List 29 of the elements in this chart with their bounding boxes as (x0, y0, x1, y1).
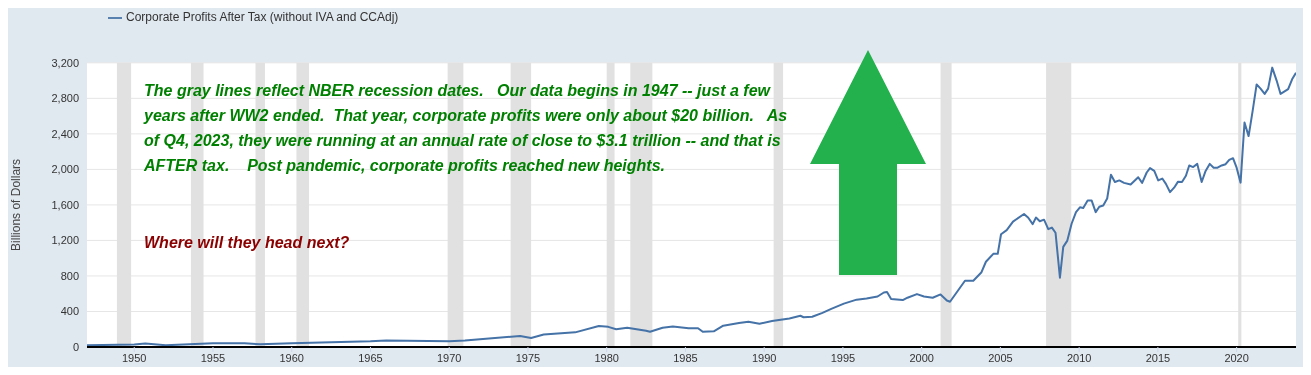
x-tick-label: 2015 (1145, 351, 1171, 364)
line-series (87, 66, 1296, 347)
y-tick-label: 3,200 (51, 56, 79, 69)
y-tick-label: 2,400 (51, 127, 79, 140)
x-tick-label: 1995 (830, 351, 856, 364)
x-tick-label: 2000 (909, 351, 934, 364)
x-tick-label: 2010 (1066, 351, 1092, 364)
annotation: The gray lines reflect NBER recession dates. Our data begins in 1947 -- just a few years after WW2 ended. That year, corporate profits were only about $20 billion. As of Q4, 2023, they were running at an annual rate of close to $3.1 trillion -- and that is AFTER tax. Post pandemic, corporate profits reached new heights. (144, 81, 789, 176)
annotation: Where will they head next? (144, 233, 351, 253)
x-tick-label: 1955 (200, 351, 226, 364)
y-tick-label: 400 (60, 305, 79, 318)
y-tick-label: 800 (60, 269, 79, 282)
y-tick-label: 1,600 (51, 198, 79, 211)
x-tick-label: 2005 (988, 351, 1013, 364)
x-tick-label: 1965 (358, 351, 383, 364)
legend-label: Corporate Profits After Tax (without IVA and CCAdj) (126, 10, 399, 24)
x-tick-label: 1960 (279, 351, 304, 364)
y-tick-label: 0 (72, 340, 79, 353)
y-tick-label: 1,200 (51, 234, 79, 247)
x-tick-label: 1985 (673, 351, 698, 364)
x-tick-label: 1975 (515, 351, 541, 364)
x-tick-label: 1990 (751, 351, 777, 364)
y-tick-label: 2,000 (51, 163, 79, 176)
x-tick-label: 1980 (594, 351, 619, 364)
x-tick-label: 2020 (1224, 351, 1249, 364)
x-tick-label: 1970 (436, 351, 462, 364)
y-axis-title: Billions of Dollars (9, 158, 24, 251)
x-tick-label: 1950 (122, 351, 147, 364)
y-tick-label: 2,800 (51, 92, 79, 105)
